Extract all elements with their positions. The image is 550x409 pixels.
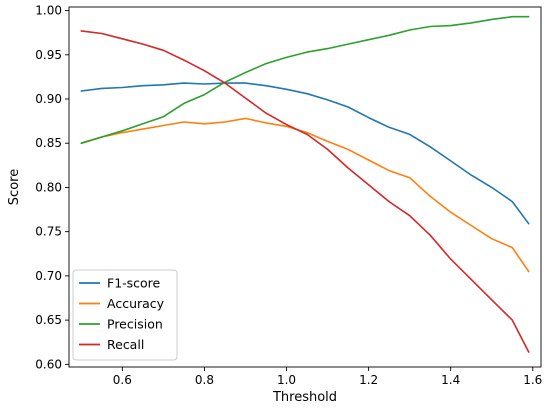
legend-box: [72, 269, 178, 361]
y-tick-label: 0.65: [35, 313, 62, 327]
x-tick-label: 1.0: [277, 373, 296, 387]
x-tick-label: 1.4: [441, 373, 460, 387]
legend-label-precision: Precision: [107, 317, 163, 332]
y-tick-label: 0.95: [35, 48, 62, 62]
y-tick-label: 1.00: [35, 4, 62, 18]
y-tick-label: 0.85: [35, 136, 62, 150]
x-axis: 0.6 0.8 1.0 1.2 1.4 1.6: [113, 367, 542, 387]
legend-label-recall: Recall: [107, 337, 144, 352]
x-tick-label: 1.2: [359, 373, 378, 387]
legend: F1-score Accuracy Precision Recall: [72, 269, 178, 361]
x-tick-label: 0.6: [113, 373, 132, 387]
series-line-precision: [80, 15, 530, 144]
x-tick-label: 1.6: [523, 373, 542, 387]
series-line-f1-score: [80, 82, 530, 225]
y-tick-label: 0.90: [35, 92, 62, 106]
x-axis-label: Threshold: [272, 390, 337, 405]
series-line-accuracy: [80, 117, 530, 273]
y-tick-label: 0.80: [35, 180, 62, 194]
y-axis-label: Score: [7, 169, 22, 205]
x-tick-label: 0.8: [195, 373, 214, 387]
y-tick-label: 0.70: [35, 269, 62, 283]
y-tick-label: 0.75: [35, 225, 62, 239]
y-tick-label: 0.60: [35, 357, 62, 371]
legend-label-f1-score: F1-score: [107, 276, 161, 291]
y-axis: 0.60 0.65 0.70 0.75 0.80 0.85 0.90 0.95 1.00: [35, 4, 69, 371]
series-layer: [80, 15, 530, 353]
series-line-recall: [80, 30, 530, 353]
legend-label-accuracy: Accuracy: [107, 296, 165, 311]
